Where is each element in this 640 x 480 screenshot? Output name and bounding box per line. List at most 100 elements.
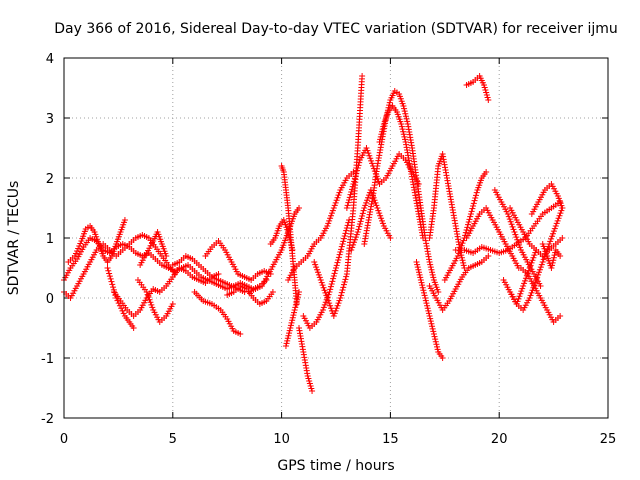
data-point xyxy=(520,283,527,289)
data-point xyxy=(526,265,533,271)
data-point-fill xyxy=(334,259,341,266)
data-point xyxy=(282,343,289,349)
data-point-fill xyxy=(331,270,338,277)
data-point-fill xyxy=(105,267,112,274)
data-point-fill xyxy=(347,191,354,198)
series-arc-12 xyxy=(245,205,303,295)
data-point-fill xyxy=(372,199,379,206)
data-point-fill xyxy=(321,301,328,308)
data-point-fill xyxy=(149,304,156,311)
data-point-fill xyxy=(313,264,320,271)
data-point-fill xyxy=(538,261,545,268)
data-point-fill xyxy=(401,133,408,140)
data-point xyxy=(557,313,564,319)
y-tick-labels: -2 -1 0 1 2 3 4 xyxy=(41,52,54,427)
series-arc-31 xyxy=(491,187,544,289)
data-point-fill xyxy=(465,221,472,228)
data-point-fill xyxy=(367,155,374,162)
data-point-fill xyxy=(366,152,373,159)
series-arc-30 xyxy=(463,205,522,271)
data-point-fill xyxy=(535,271,542,278)
data-point-fill xyxy=(534,274,541,281)
data-point-fill xyxy=(118,305,125,312)
data-point-fill xyxy=(467,213,474,220)
data-point xyxy=(343,205,350,211)
series-arc-18 xyxy=(300,217,353,331)
data-point-fill xyxy=(349,183,356,190)
data-point-fill xyxy=(424,302,431,309)
data-point xyxy=(387,235,394,241)
y-tick-label: 0 xyxy=(46,292,54,307)
data-point-fill xyxy=(380,123,387,130)
data-point xyxy=(237,331,244,337)
data-point-fill xyxy=(338,243,345,250)
data-point-fill xyxy=(351,239,358,246)
data-point-fill xyxy=(430,274,437,281)
data-point-fill xyxy=(340,284,347,291)
data-point-fill xyxy=(550,254,557,261)
data-point-fill xyxy=(460,262,467,269)
data-point-fill xyxy=(529,257,536,264)
data-point-fill xyxy=(509,223,516,230)
series-arc-26 xyxy=(426,253,492,313)
data-point-fill xyxy=(289,317,296,324)
data-point-fill xyxy=(429,323,436,330)
data-point-fill xyxy=(379,128,386,135)
data-point-fill xyxy=(428,320,435,327)
data-point-fill xyxy=(359,210,366,217)
data-point-fill xyxy=(458,254,465,261)
data-point-fill xyxy=(333,305,340,312)
data-point-fill xyxy=(345,199,352,206)
x-axis-label: GPS time / hours xyxy=(277,458,394,474)
data-point-fill xyxy=(414,264,421,271)
y-tick-label: 4 xyxy=(46,52,54,67)
data-point-fill xyxy=(110,286,117,293)
data-point-fill xyxy=(330,273,337,279)
data-point-fill xyxy=(354,165,361,171)
data-point-fill xyxy=(110,284,117,291)
data-point-fill xyxy=(348,186,355,193)
data-point-fill xyxy=(312,261,319,268)
data-point-fill xyxy=(340,238,347,245)
data-point-fill xyxy=(335,257,342,263)
data-point-fill xyxy=(516,293,523,300)
data-point-fill xyxy=(431,333,438,340)
data-point-fill xyxy=(356,221,363,227)
data-point-fill xyxy=(355,226,362,233)
series-arc-16 xyxy=(285,169,357,283)
data-point-fill xyxy=(342,276,349,283)
data-point-fill xyxy=(521,280,528,287)
data-point-fill xyxy=(373,202,380,209)
data-point xyxy=(483,169,490,175)
data-point-fill xyxy=(325,297,332,304)
data-point-fill xyxy=(336,189,343,196)
data-point-fill xyxy=(472,195,479,201)
series-arc-27 xyxy=(441,169,490,283)
data-point-fill xyxy=(355,162,362,169)
data-point-fill xyxy=(550,257,557,264)
data-point xyxy=(367,187,374,193)
data-point-fill xyxy=(363,199,370,206)
data-point-fill xyxy=(513,234,520,241)
data-point-fill xyxy=(505,213,512,220)
data-point-fill xyxy=(540,256,547,263)
data-point-fill xyxy=(328,305,335,312)
data-point-fill xyxy=(421,292,428,299)
data-point-fill xyxy=(514,236,521,243)
data-point xyxy=(557,253,564,259)
data-point-fill xyxy=(379,220,386,227)
series-arc-34 xyxy=(517,265,564,325)
data-point-fill xyxy=(549,259,556,266)
data-point-fill xyxy=(286,327,293,334)
series-arc-5 xyxy=(104,265,137,331)
data-point-fill xyxy=(314,269,321,276)
x-tick-label: 20 xyxy=(491,432,508,447)
data-point-fill xyxy=(424,305,431,312)
data-point-fill xyxy=(351,236,358,243)
data-points xyxy=(61,73,566,394)
data-point xyxy=(333,265,339,271)
series-arc-4 xyxy=(111,265,222,319)
data-point-fill xyxy=(377,136,384,143)
data-point-fill xyxy=(515,295,522,302)
data-point-fill xyxy=(510,226,517,233)
